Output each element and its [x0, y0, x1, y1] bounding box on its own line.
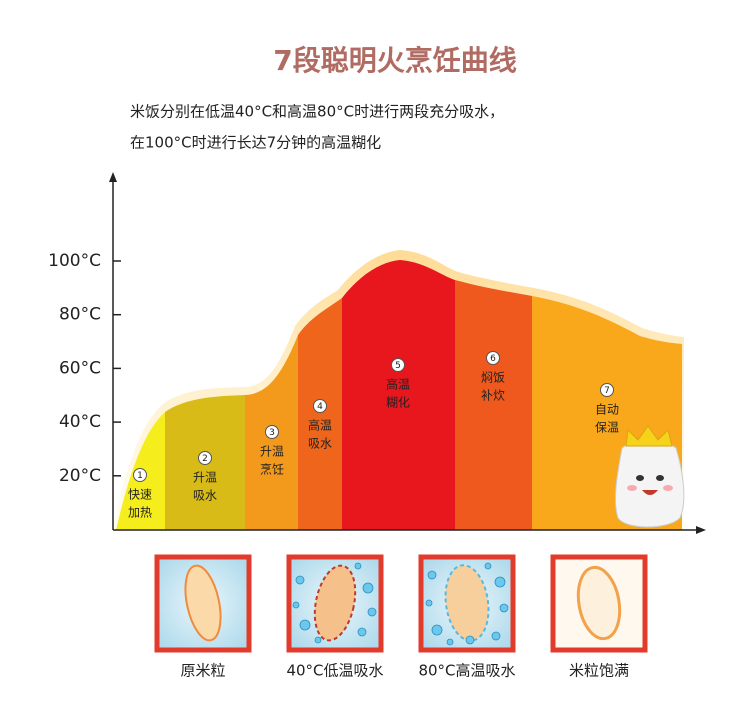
y-tick-label: 20°C [59, 466, 101, 486]
stage-number: 7 [604, 386, 610, 396]
stage-label: 自动 [595, 403, 619, 417]
stage-label: 高温 [308, 418, 332, 433]
panel-label: 40°C低温吸水 [286, 662, 383, 680]
description-line: 在100°C时进行长达7分钟的高温糊化 [130, 134, 381, 152]
y-tick-label: 100°C [48, 251, 101, 271]
water-drops [292, 562, 509, 646]
panel-label: 米粒饱满 [569, 662, 629, 680]
stage-label: 快速 [128, 488, 152, 502]
title: 7段聪明火烹饪曲线 [273, 44, 516, 77]
panel-label: 80°C高温吸水 [418, 662, 515, 680]
mascot [614, 425, 685, 528]
stage-label: 糊化 [386, 395, 410, 410]
stage-number: 1 [137, 471, 143, 481]
stage-band [298, 260, 342, 530]
y-tick-label: 80°C [59, 305, 101, 325]
stage-number: 3 [269, 428, 275, 438]
stage-number-badge [133, 468, 147, 482]
stage-band [165, 260, 245, 530]
description-line: 米饭分别在低温40°C和高温80°C时进行两段充分吸水， [130, 103, 504, 121]
rice-grain [184, 564, 222, 642]
stage-label: 加热 [128, 506, 152, 520]
stage-label: 补炊 [481, 389, 505, 403]
stage-bands [116, 260, 682, 530]
axis-arrow [109, 172, 117, 182]
stage-label: 焖饭 [481, 370, 505, 385]
stage-number: 5 [395, 361, 401, 371]
stage-label: 保温 [595, 421, 619, 435]
rice-grain [576, 565, 622, 641]
stage-label: 升温 [260, 445, 284, 459]
stage-label: 吸水 [308, 437, 332, 451]
axis-arrow [696, 526, 706, 534]
stage-label: 烹饪 [260, 462, 284, 477]
panel-label: 原米粒 [180, 662, 225, 680]
stage-number-badge [198, 451, 212, 465]
stage-number-badge [265, 425, 279, 439]
stage-number: 4 [317, 402, 323, 412]
stage-band [245, 260, 298, 530]
stage-band [342, 260, 455, 530]
stage-label: 高温 [386, 377, 410, 392]
stage-number-badge [600, 383, 614, 397]
stage-label: 吸水 [193, 489, 217, 503]
rice-grain [444, 564, 490, 642]
stage-label: 升温 [193, 471, 217, 485]
stage-band [116, 260, 165, 530]
rice-grain [313, 564, 357, 642]
panels [154, 554, 648, 653]
stage-number-badge [391, 358, 405, 372]
stage-number-badge [313, 399, 327, 413]
y-tick-label: 40°C [59, 412, 101, 432]
y-tick-label: 60°C [59, 358, 101, 378]
stage-band [455, 260, 532, 530]
stage-number-badge [486, 351, 500, 365]
stage-number: 2 [202, 454, 208, 464]
stage-number: 6 [490, 354, 496, 364]
